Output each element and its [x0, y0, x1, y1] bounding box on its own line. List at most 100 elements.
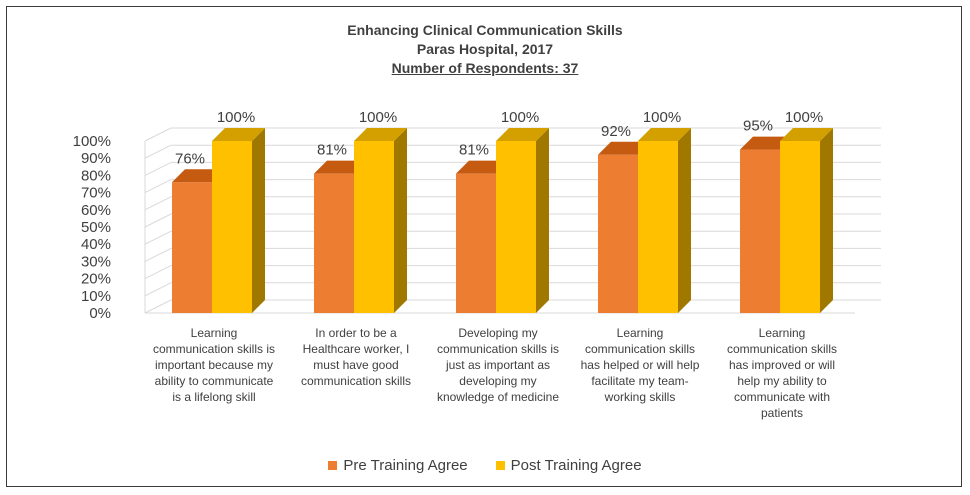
category-label-line: communication skills [300, 374, 412, 388]
gridline-side-1 [144, 282, 172, 297]
category-label-line: communication skills [584, 342, 696, 356]
category-label-line: working skills [604, 390, 676, 404]
bar-top-1-0 [212, 128, 265, 141]
y-tick-label: 20% [81, 271, 111, 288]
bar-top-1-4 [780, 128, 833, 141]
y-tick-label: 40% [81, 236, 111, 253]
chart-frame: Enhancing Clinical Communication Skills … [6, 6, 962, 487]
data-label-pre-3: 92% [601, 123, 631, 140]
chart-plot: 0%10%20%30%40%50%60%70%80%90%100%76%100%… [73, 109, 881, 322]
gridline-side-10 [144, 127, 172, 142]
bar-pre-3 [598, 154, 638, 313]
category-label-line: help my ability to [737, 374, 827, 388]
y-tick-label: 80% [81, 167, 111, 184]
category-label-line: communication skills is [152, 342, 276, 356]
category-label-line: is a lifelong skill [172, 390, 256, 404]
y-tick-label: 0% [89, 305, 111, 322]
bar-pre-1 [314, 173, 354, 313]
gridline-side-8 [144, 161, 172, 176]
category-label-line: communication skills is [436, 342, 560, 356]
category-label-4: Learning communication skills has improved… [712, 325, 852, 421]
bar-pre-0 [172, 182, 212, 313]
category-label-line: communication skills [726, 342, 838, 356]
bar-top-1-3 [638, 128, 691, 141]
bar-post-3 [638, 141, 678, 313]
bar-side-1-0 [252, 128, 265, 313]
bar-post-1 [354, 141, 394, 313]
legend-swatch-post [495, 461, 505, 470]
bar-side-1-2 [536, 128, 549, 313]
y-tick-label: 50% [81, 219, 111, 236]
category-label-0: Learning communication skills is important… [144, 325, 284, 405]
gridline-side-2 [144, 265, 172, 280]
legend-label-pre: Pre Training Agree [343, 457, 468, 474]
gridline-side-0 [144, 299, 172, 314]
legend: Pre Training Agree Post Training Agree [7, 457, 963, 474]
data-label-pre-4: 95% [743, 118, 773, 135]
category-label-line: Developing my [458, 326, 538, 340]
category-label-line: has improved or will [728, 358, 836, 372]
legend-item-pre: Pre Training Agree [328, 457, 468, 474]
category-label-line: communicate with [733, 390, 831, 404]
bar-top-0-3 [598, 141, 651, 155]
chart-subtitle: Paras Hospital, 2017 [416, 41, 554, 57]
category-label-line: Learning [616, 326, 664, 340]
category-label-line: patients [760, 406, 804, 420]
y-tick-label: 70% [81, 185, 111, 202]
category-label-line: Healthcare worker, I [302, 342, 410, 356]
respondents-count: Number of Respondents: 37 [391, 60, 579, 76]
bar-pre-2 [456, 173, 496, 313]
y-tick-label: 30% [81, 253, 111, 270]
gridline-side-5 [144, 213, 172, 228]
category-label-line: knowledge of medicine [436, 390, 560, 404]
data-label-pre-2: 81% [459, 142, 489, 159]
legend-label-post: Post Training Agree [510, 457, 642, 474]
bar-top-0-1 [314, 160, 367, 174]
bar-side-1-4 [820, 128, 833, 313]
bar-post-0 [212, 141, 252, 313]
data-label-post-2: 100% [501, 109, 539, 126]
data-label-pre-1: 81% [317, 142, 347, 159]
bar-post-4 [780, 141, 820, 313]
bar-side-1-3 [678, 128, 691, 313]
category-label-line: facilitate my team- [591, 374, 689, 388]
bar-top-1-1 [354, 128, 407, 141]
chart-title-block: Enhancing Clinical Communication Skills … [7, 21, 963, 78]
bar-top-0-0 [172, 169, 225, 183]
bar-top-0-4 [740, 136, 793, 150]
chart-title: Enhancing Clinical Communication Skills [347, 22, 623, 38]
y-tick-label: 60% [81, 202, 111, 219]
category-label-line: has helped or will help [580, 358, 700, 372]
category-label-line: just as important as [445, 358, 551, 372]
bar-pre-4 [740, 149, 780, 313]
legend-swatch-pre [328, 461, 338, 470]
y-tick-label: 90% [81, 150, 111, 167]
category-label-line: In order to be a [315, 326, 397, 340]
data-label-post-1: 100% [359, 109, 397, 126]
category-label-line: ability to communicate [154, 374, 274, 388]
data-label-pre-0: 76% [175, 150, 205, 167]
gridline-side-9 [144, 144, 172, 159]
y-tick-label: 100% [73, 133, 111, 150]
bar-top-1-2 [496, 128, 549, 141]
bar-side-1-1 [394, 128, 407, 313]
category-label-line: developing my [459, 374, 537, 388]
gridline-side-4 [144, 230, 172, 245]
data-label-post-3: 100% [643, 109, 681, 126]
data-label-post-0: 100% [217, 109, 255, 126]
gridline-side-7 [144, 179, 172, 194]
legend-item-post: Post Training Agree [495, 457, 642, 474]
data-label-post-4: 100% [785, 109, 823, 126]
category-label-2: Developing my communication skills is just… [428, 325, 568, 405]
category-label-1: In order to be a Healthcare worker, I must… [286, 325, 426, 389]
bar-top-0-2 [456, 160, 509, 174]
category-label-line: important because my [154, 358, 274, 372]
gridline-side-3 [144, 247, 172, 262]
category-label-3: Learning communication skills has helped o… [570, 325, 710, 405]
category-label-line: must have good [313, 358, 399, 372]
bar-post-2 [496, 141, 536, 313]
category-label-line: Learning [190, 326, 238, 340]
gridline-side-6 [144, 196, 172, 211]
category-label-line: Learning [758, 326, 806, 340]
y-tick-label: 10% [81, 288, 111, 305]
